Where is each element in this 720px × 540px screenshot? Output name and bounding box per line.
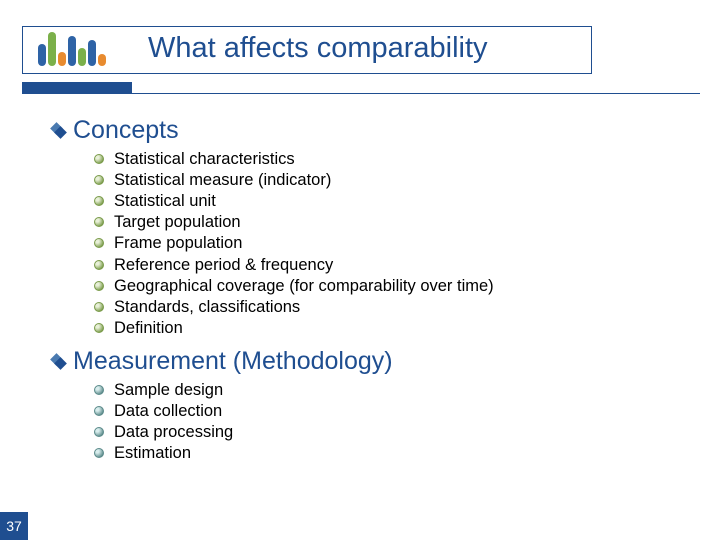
diamond-icon	[52, 355, 65, 368]
logo-bar	[78, 48, 86, 66]
list-item-text: Data collection	[114, 401, 222, 422]
list-item-text: Frame population	[114, 233, 242, 254]
bullet-icon	[94, 406, 104, 416]
list-item: Sample design	[94, 380, 672, 401]
list-item-text: Geographical coverage (for comparability…	[114, 276, 494, 297]
list-item-text: Definition	[114, 318, 183, 339]
list-item-text: Target population	[114, 212, 241, 233]
list-item-text: Standards, classifications	[114, 297, 300, 318]
list-item-text: Reference period & frequency	[114, 255, 333, 276]
bullet-icon	[94, 238, 104, 248]
bullet-icon	[94, 281, 104, 291]
list-item: Data processing	[94, 422, 672, 443]
logo-bar	[68, 36, 76, 66]
logo-bar	[88, 40, 96, 66]
list-item: Geographical coverage (for comparability…	[94, 276, 672, 297]
title-underline	[130, 93, 700, 94]
section-heading: Concepts	[52, 116, 672, 145]
list-item: Estimation	[94, 443, 672, 464]
slide-title: What affects comparability	[148, 32, 488, 65]
list-item: Standards, classifications	[94, 297, 672, 318]
bullet-icon	[94, 154, 104, 164]
list-item: Target population	[94, 212, 672, 233]
bullet-icon	[94, 196, 104, 206]
list-item: Definition	[94, 318, 672, 339]
section-list: Statistical characteristics Statistical …	[94, 149, 672, 339]
list-item: Frame population	[94, 233, 672, 254]
logo	[38, 22, 120, 66]
bullet-icon	[94, 260, 104, 270]
section-list: Sample design Data collection Data proce…	[94, 380, 672, 464]
logo-bar	[98, 54, 106, 66]
bullet-icon	[94, 302, 104, 312]
list-item: Statistical unit	[94, 191, 672, 212]
diamond-icon	[52, 124, 65, 137]
list-item-text: Data processing	[114, 422, 233, 443]
list-item-text: Estimation	[114, 443, 191, 464]
bullet-icon	[94, 217, 104, 227]
content-area: Concepts Statistical characteristics Sta…	[52, 112, 672, 472]
bullet-icon	[94, 427, 104, 437]
list-item-text: Statistical measure (indicator)	[114, 170, 331, 191]
section-heading-text: Measurement (Methodology)	[73, 347, 393, 376]
slide-number: 37	[0, 512, 28, 540]
logo-bar	[58, 52, 66, 66]
list-item: Data collection	[94, 401, 672, 422]
list-item-text: Statistical unit	[114, 191, 216, 212]
list-item: Reference period & frequency	[94, 255, 672, 276]
section-heading: Measurement (Methodology)	[52, 347, 672, 376]
bullet-icon	[94, 175, 104, 185]
bullet-icon	[94, 448, 104, 458]
logo-bar	[48, 32, 56, 66]
bullet-icon	[94, 323, 104, 333]
list-item-text: Sample design	[114, 380, 223, 401]
list-item-text: Statistical characteristics	[114, 149, 295, 170]
title-accent-bar	[22, 82, 132, 94]
section-heading-text: Concepts	[73, 116, 179, 145]
bullet-icon	[94, 385, 104, 395]
list-item: Statistical characteristics	[94, 149, 672, 170]
list-item: Statistical measure (indicator)	[94, 170, 672, 191]
logo-bar	[38, 44, 46, 66]
